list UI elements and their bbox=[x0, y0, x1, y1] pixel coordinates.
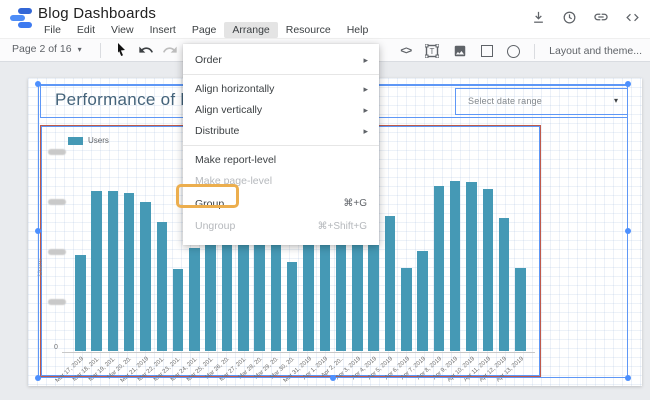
menu-arrange[interactable]: Arrange bbox=[224, 22, 277, 38]
bar[interactable] bbox=[157, 222, 168, 351]
selection-handle[interactable] bbox=[625, 81, 631, 87]
caret-down-icon: ▾ bbox=[78, 45, 82, 54]
menu-item-ungroup[interactable]: Ungroup ⌘+Shift+G bbox=[183, 216, 379, 237]
layout-theme-button[interactable]: Layout and theme... bbox=[549, 45, 642, 57]
menu-insert[interactable]: Insert bbox=[142, 22, 184, 38]
y-axis-blurred-label bbox=[48, 249, 66, 255]
link-icon[interactable] bbox=[593, 9, 609, 25]
toolbar-divider bbox=[534, 44, 535, 59]
bar[interactable] bbox=[108, 191, 119, 351]
embed-code-icon[interactable] bbox=[625, 10, 640, 25]
bar[interactable] bbox=[450, 181, 461, 351]
selection-handle[interactable] bbox=[625, 375, 631, 381]
menu-item-align-horizontally[interactable]: Align horizontally bbox=[183, 79, 379, 100]
download-icon[interactable] bbox=[531, 10, 546, 25]
date-range-control[interactable]: Select date range ▾ bbox=[455, 88, 628, 115]
y-axis-blurred-label bbox=[48, 149, 66, 155]
text-box-tool-icon[interactable]: T bbox=[425, 44, 439, 58]
header: Blog Dashboards File Edit View Insert Pa… bbox=[0, 0, 650, 38]
shortcut-label: ⌘+Shift+G bbox=[318, 216, 367, 237]
legend-swatch bbox=[68, 137, 83, 145]
bar[interactable] bbox=[140, 202, 151, 351]
bar[interactable] bbox=[483, 189, 494, 351]
legend-label: Users bbox=[88, 136, 109, 145]
bar[interactable] bbox=[434, 186, 445, 351]
circle-tool-icon[interactable] bbox=[507, 45, 520, 58]
bar[interactable] bbox=[303, 233, 314, 351]
bar[interactable] bbox=[205, 231, 216, 351]
embed-code-tool-icon[interactable]: <> bbox=[400, 45, 411, 57]
menu-page[interactable]: Page bbox=[184, 22, 225, 38]
selection-handle[interactable] bbox=[35, 228, 41, 234]
toolbar-divider bbox=[100, 43, 101, 58]
menu-item-align-vertically[interactable]: Align vertically bbox=[183, 100, 379, 121]
y-axis-blurred-label bbox=[48, 199, 66, 205]
rectangle-tool-icon[interactable] bbox=[481, 45, 493, 57]
selection-handle[interactable] bbox=[35, 81, 41, 87]
bar[interactable] bbox=[401, 268, 412, 351]
bar[interactable] bbox=[189, 248, 200, 351]
bar[interactable] bbox=[466, 182, 477, 351]
y-axis-zero-label: 0 bbox=[54, 344, 58, 351]
history-icon[interactable] bbox=[562, 10, 577, 25]
bar[interactable] bbox=[287, 262, 298, 351]
bar[interactable] bbox=[124, 193, 135, 351]
bar[interactable] bbox=[91, 191, 102, 351]
bar[interactable] bbox=[173, 269, 184, 351]
y-axis-blurred-label bbox=[48, 299, 66, 305]
bar[interactable] bbox=[417, 251, 428, 351]
y-axis-title: Users bbox=[37, 259, 44, 276]
svg-text:T: T bbox=[430, 47, 435, 56]
menu-item-make-report-level[interactable]: Make report-level bbox=[183, 150, 379, 171]
menu-edit[interactable]: Edit bbox=[69, 22, 103, 38]
report-title[interactable]: Blog Dashboards bbox=[38, 5, 156, 22]
page-title: Performance of b bbox=[55, 90, 190, 110]
selection-handle[interactable] bbox=[330, 375, 336, 381]
selection-handle[interactable] bbox=[625, 228, 631, 234]
shortcut-label: ⌘+G bbox=[343, 192, 367, 216]
menu-divider bbox=[183, 145, 379, 146]
menu-resource[interactable]: Resource bbox=[278, 22, 339, 38]
bar[interactable] bbox=[385, 216, 396, 351]
caret-down-icon: ▾ bbox=[614, 96, 618, 105]
bar[interactable] bbox=[499, 218, 510, 351]
data-studio-logo-icon bbox=[9, 7, 33, 29]
app-window: Blog Dashboards File Edit View Insert Pa… bbox=[0, 0, 650, 400]
redo-icon[interactable] bbox=[162, 42, 178, 58]
x-axis-line bbox=[62, 352, 535, 353]
menu-item-make-page-level[interactable]: Make page-level bbox=[183, 171, 379, 192]
bar[interactable] bbox=[271, 229, 282, 351]
bar[interactable] bbox=[515, 268, 526, 351]
undo-icon[interactable] bbox=[138, 42, 154, 58]
chart-legend: Users bbox=[68, 136, 109, 145]
image-tool-icon[interactable] bbox=[453, 44, 467, 58]
menu-file[interactable]: File bbox=[36, 22, 69, 38]
menu-item-distribute[interactable]: Distribute bbox=[183, 121, 379, 142]
menu-item-group[interactable]: Group ⌘+G bbox=[183, 192, 379, 216]
bar[interactable] bbox=[75, 255, 86, 351]
menu-view[interactable]: View bbox=[103, 22, 142, 38]
menubar: File Edit View Insert Page Arrange Resou… bbox=[36, 21, 376, 38]
arrange-menu: Order Align horizontally Align verticall… bbox=[183, 44, 379, 245]
selection-handle[interactable] bbox=[35, 375, 41, 381]
menu-divider bbox=[183, 74, 379, 75]
page-selector[interactable]: Page 2 of 16 ▾ bbox=[12, 43, 82, 55]
menu-item-order[interactable]: Order bbox=[183, 50, 379, 71]
select-cursor-icon[interactable] bbox=[113, 42, 128, 58]
menu-help[interactable]: Help bbox=[339, 22, 377, 38]
